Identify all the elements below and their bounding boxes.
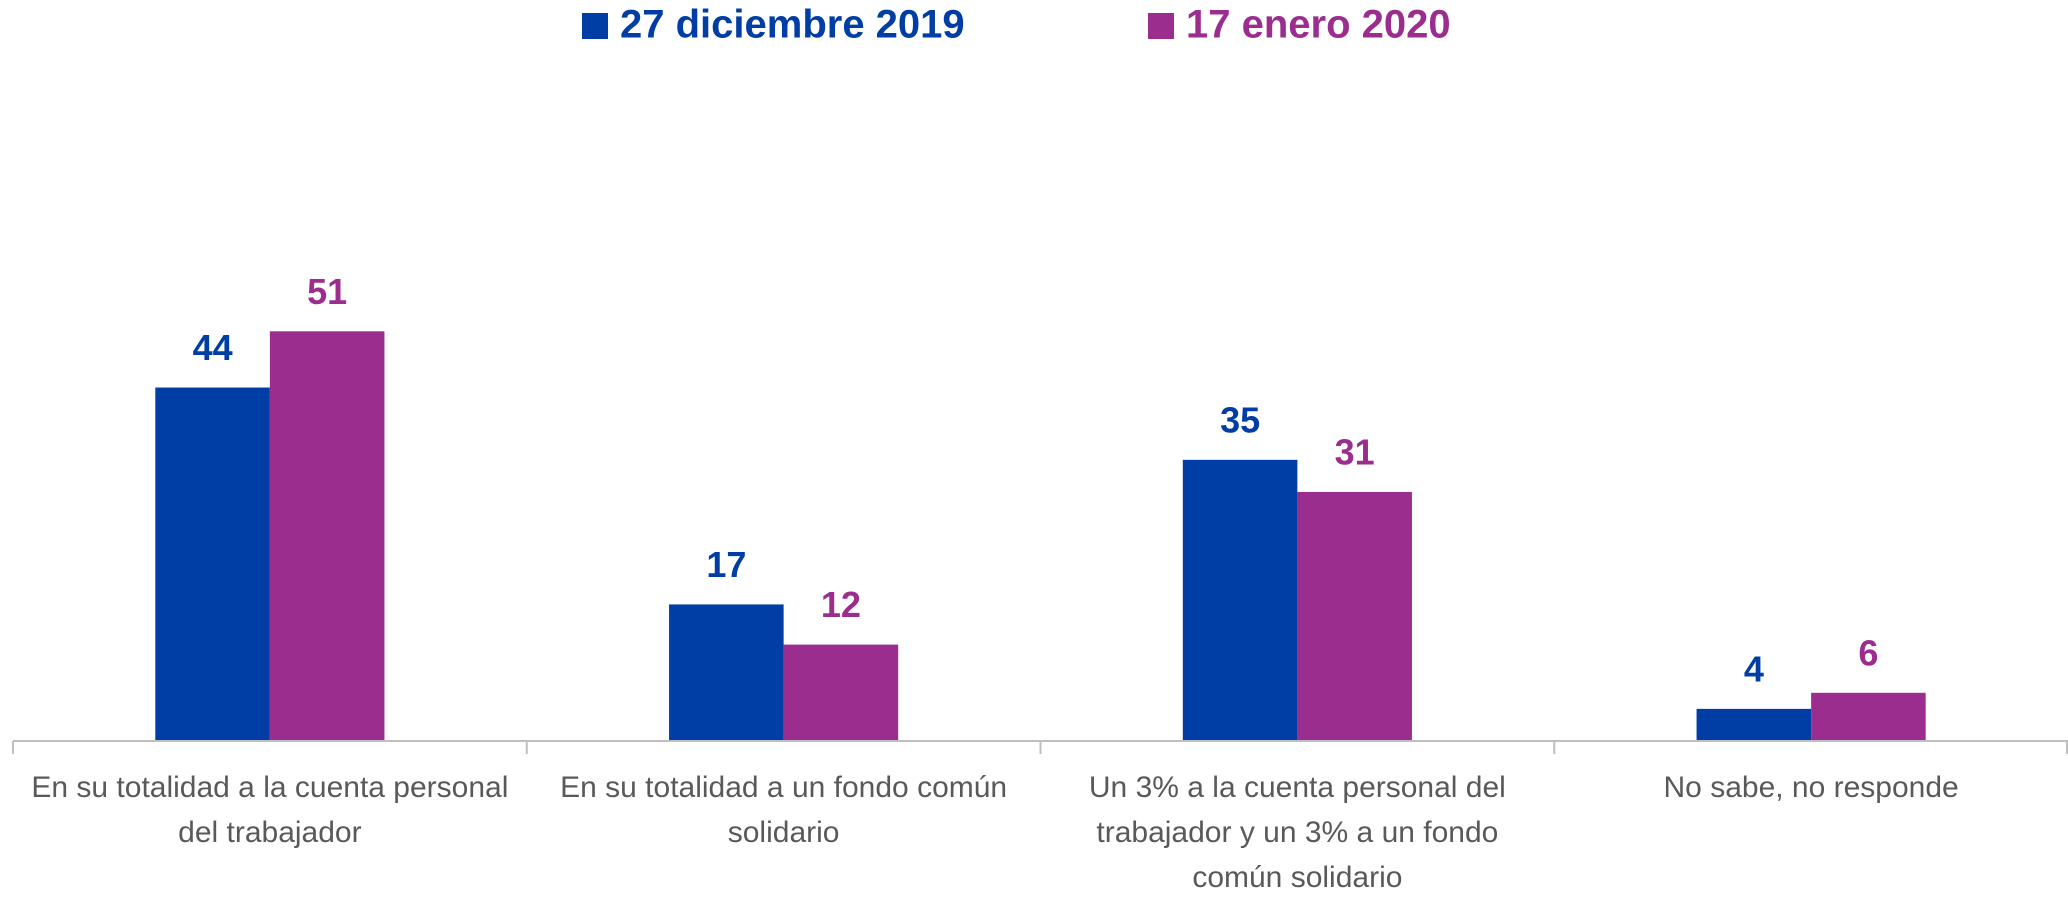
legend-swatch xyxy=(582,13,608,39)
legend-label: 17 enero 2020 xyxy=(1186,3,1451,47)
value-label: 17 xyxy=(706,544,746,585)
bar xyxy=(1182,459,1298,741)
value-label: 12 xyxy=(821,584,861,625)
x-tick-label: En su totalidad a un fondo común solidar… xyxy=(560,771,1008,849)
bar xyxy=(1696,708,1812,741)
x-tick-label: En su totalidad a la cuenta personal del… xyxy=(31,771,509,849)
legend-label: 27 diciembre 2019 xyxy=(620,3,965,47)
bar xyxy=(1297,491,1412,741)
x-tick-label: Un 3% a la cuenta personal del trabajado… xyxy=(1088,771,1506,894)
value-label: 31 xyxy=(1335,431,1375,472)
x-tick-label: No sabe, no responde xyxy=(1663,771,1959,804)
bar xyxy=(155,387,270,741)
value-label: 6 xyxy=(1858,632,1878,673)
legend-swatch xyxy=(1148,13,1174,39)
value-label: 51 xyxy=(307,271,347,312)
bar xyxy=(269,331,385,741)
value-label: 44 xyxy=(193,327,233,368)
bar xyxy=(1811,692,1926,741)
bar xyxy=(669,604,784,741)
value-label: 4 xyxy=(1744,648,1764,689)
value-label: 35 xyxy=(1220,399,1260,440)
bar xyxy=(783,644,899,741)
